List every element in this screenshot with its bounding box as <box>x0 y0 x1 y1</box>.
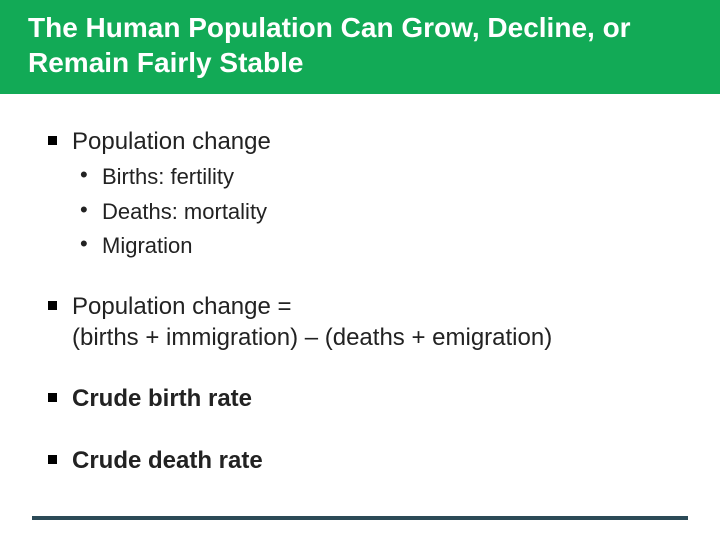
bullet-text: Crude birth rate <box>72 385 252 412</box>
bottom-divider <box>32 516 688 520</box>
bullet-text: Population change = <box>72 293 292 320</box>
slide-title: The Human Population Can Grow, Decline, … <box>28 10 692 80</box>
title-bar: The Human Population Can Grow, Decline, … <box>0 0 720 94</box>
slide-body: Population change Births: fertility Deat… <box>0 94 720 476</box>
equation-line: (births + immigration) – (deaths + emigr… <box>72 322 680 353</box>
bullet-crude-death: Crude death rate <box>40 445 680 476</box>
sub-bullet-migration: Migration <box>72 232 680 261</box>
bullet-population-change: Population change Births: fertility Deat… <box>40 126 680 261</box>
bullet-text: Crude death rate <box>72 447 263 474</box>
sub-bullet-deaths: Deaths: mortality <box>72 198 680 227</box>
sub-bullet-births: Births: fertility <box>72 163 680 192</box>
bullet-equation: Population change = (births + immigratio… <box>40 291 680 353</box>
bullet-crude-birth: Crude birth rate <box>40 383 680 414</box>
bullet-text: Population change <box>72 128 271 155</box>
